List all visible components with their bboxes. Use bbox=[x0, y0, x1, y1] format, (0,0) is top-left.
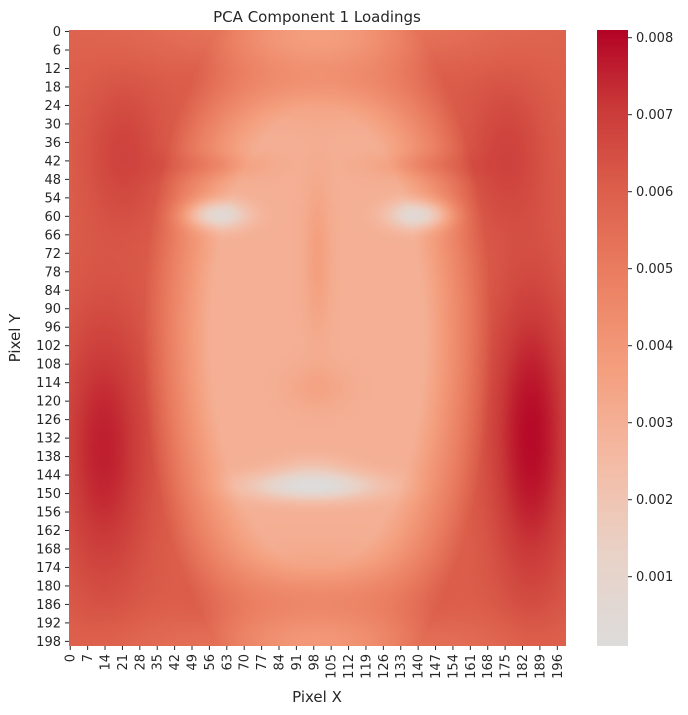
x-tick-label: 84 bbox=[272, 654, 287, 671]
y-tick-label: 186 bbox=[36, 598, 61, 613]
y-tick-label: 18 bbox=[44, 80, 61, 95]
x-tick-label: 189 bbox=[533, 654, 548, 679]
y-tick-label: 84 bbox=[44, 284, 61, 299]
x-tick-label: 28 bbox=[133, 654, 148, 671]
y-tick-label: 30 bbox=[44, 117, 61, 132]
x-tick-label: 7 bbox=[81, 654, 96, 662]
x-axis-ticks: 0 7 14 21 28 35 42 49 56 63 70 77 84 91 98 105 112 119 126… bbox=[64, 646, 566, 679]
y-tick-label: 162 bbox=[36, 524, 61, 539]
x-tick-label: 154 bbox=[446, 654, 461, 679]
heatmap-area bbox=[69, 30, 566, 646]
y-tick-label: 36 bbox=[44, 136, 61, 151]
x-tick-label: 140 bbox=[412, 654, 427, 679]
colorbar-tick-label: 0.008 bbox=[636, 31, 673, 46]
colorbar-tick-label: 0.002 bbox=[636, 493, 673, 508]
y-tick-label: 42 bbox=[44, 154, 61, 169]
colorbar-tick-label: 0.007 bbox=[636, 108, 673, 123]
y-tick-label: 90 bbox=[44, 302, 61, 317]
y-tick-label: 168 bbox=[36, 542, 61, 557]
y-tick-label: 78 bbox=[44, 265, 61, 280]
colorbar: 0.001 0.002 0.003 0.004 0.005 0.006 0.007 0.008 bbox=[597, 30, 673, 646]
x-tick-label: 133 bbox=[394, 654, 409, 679]
y-tick-label: 108 bbox=[36, 358, 61, 373]
colorbar-tick-label: 0.004 bbox=[636, 339, 673, 354]
x-tick-label: 168 bbox=[481, 654, 496, 679]
colorbar-tick-label: 0.003 bbox=[636, 416, 673, 431]
x-tick-label: 196 bbox=[551, 654, 566, 679]
y-tick-label: 132 bbox=[36, 432, 61, 447]
y-tick-label: 102 bbox=[36, 339, 61, 354]
colorbar-tick-label: 0.006 bbox=[636, 185, 673, 200]
y-tick-label: 144 bbox=[36, 469, 61, 484]
x-tick-label: 35 bbox=[151, 654, 166, 671]
x-tick-label: 175 bbox=[499, 654, 514, 679]
y-tick-label: 96 bbox=[44, 321, 61, 336]
y-tick-label: 114 bbox=[36, 376, 61, 391]
y-tick-label: 54 bbox=[44, 191, 61, 206]
x-tick-label: 91 bbox=[290, 654, 305, 671]
chart-title: PCA Component 1 Loadings bbox=[213, 8, 421, 26]
colorbar-gradient bbox=[597, 30, 628, 646]
x-tick-label: 105 bbox=[325, 654, 340, 679]
x-tick-label: 70 bbox=[238, 654, 253, 671]
x-tick-label: 112 bbox=[342, 654, 357, 679]
x-tick-label: 182 bbox=[516, 654, 531, 679]
y-tick-label: 180 bbox=[36, 579, 61, 594]
y-tick-label: 48 bbox=[44, 173, 61, 188]
x-tick-label: 0 bbox=[64, 654, 79, 662]
x-tick-label: 42 bbox=[168, 654, 183, 671]
x-tick-label: 98 bbox=[307, 654, 322, 671]
x-tick-label: 147 bbox=[429, 654, 444, 679]
y-tick-label: 174 bbox=[36, 561, 61, 576]
x-tick-label: 119 bbox=[359, 654, 374, 679]
y-tick-label: 150 bbox=[36, 487, 61, 502]
x-tick-label: 77 bbox=[255, 654, 270, 671]
y-tick-label: 12 bbox=[44, 62, 61, 77]
x-tick-label: 14 bbox=[99, 654, 114, 671]
x-tick-label: 21 bbox=[116, 654, 131, 671]
y-tick-label: 72 bbox=[44, 247, 61, 262]
colorbar-tick-label: 0.005 bbox=[636, 262, 673, 277]
y-axis-label: Pixel Y bbox=[6, 313, 24, 362]
y-tick-label: 60 bbox=[44, 210, 61, 225]
x-tick-label: 126 bbox=[377, 654, 392, 679]
y-tick-label: 6 bbox=[53, 44, 61, 59]
y-tick-label: 198 bbox=[36, 635, 61, 650]
x-tick-label: 49 bbox=[186, 654, 201, 671]
x-tick-label: 56 bbox=[203, 654, 218, 671]
x-tick-label: 63 bbox=[220, 654, 235, 671]
x-tick-label: 161 bbox=[464, 654, 479, 679]
y-tick-label: 138 bbox=[36, 450, 61, 465]
y-tick-label: 0 bbox=[53, 25, 61, 40]
y-tick-label: 126 bbox=[36, 413, 61, 428]
y-tick-label: 192 bbox=[36, 616, 61, 631]
x-axis-label: Pixel X bbox=[292, 688, 342, 706]
y-tick-label: 120 bbox=[36, 395, 61, 410]
colorbar-ticks: 0.001 0.002 0.003 0.004 0.005 0.006 0.007 0.008 bbox=[628, 31, 673, 585]
heatmap-image bbox=[69, 30, 566, 646]
y-tick-label: 156 bbox=[36, 506, 61, 521]
y-tick-label: 24 bbox=[44, 99, 61, 114]
y-axis-ticks: 0 6 12 18 24 30 36 42 48 54 60 66 72 78 84 90 96 102 108 11… bbox=[36, 25, 69, 650]
colorbar-tick-label: 0.001 bbox=[636, 570, 673, 585]
y-tick-label: 66 bbox=[44, 228, 61, 243]
